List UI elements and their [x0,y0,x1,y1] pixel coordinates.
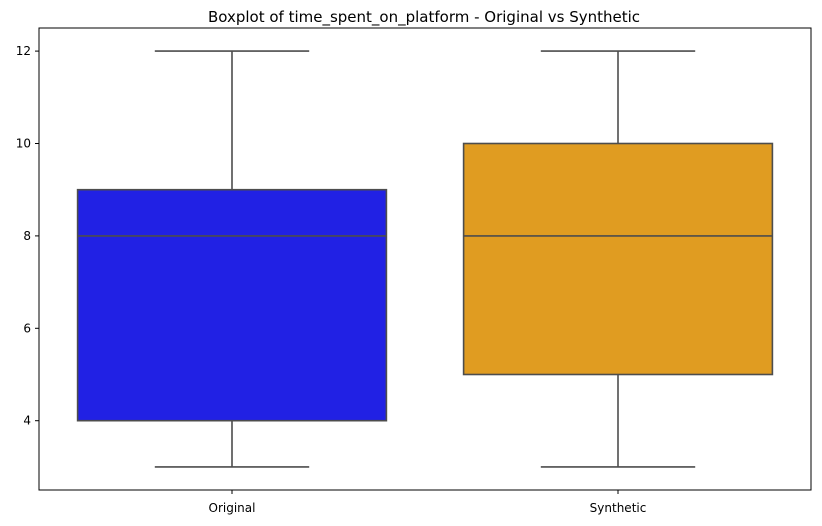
y-tick-label: 12 [16,44,31,58]
y-axis: 4 6 8 10 12 [16,44,39,428]
chart-title: Boxplot of time_spent_on_platform - Orig… [208,8,640,27]
y-tick-label: 8 [23,229,31,243]
y-tick-label: 10 [16,137,31,151]
y-tick-label: 4 [23,414,31,428]
plot-area [76,50,774,468]
iqr-box [462,142,774,376]
x-axis: Original Synthetic [209,490,647,515]
y-tick-label: 6 [23,321,31,335]
x-tick-label: Synthetic [590,501,647,515]
iqr-box [76,188,388,422]
box-synthetic [462,50,774,468]
x-tick-label: Original [209,501,256,515]
box-original [76,50,388,468]
axes-frame [38,27,812,491]
